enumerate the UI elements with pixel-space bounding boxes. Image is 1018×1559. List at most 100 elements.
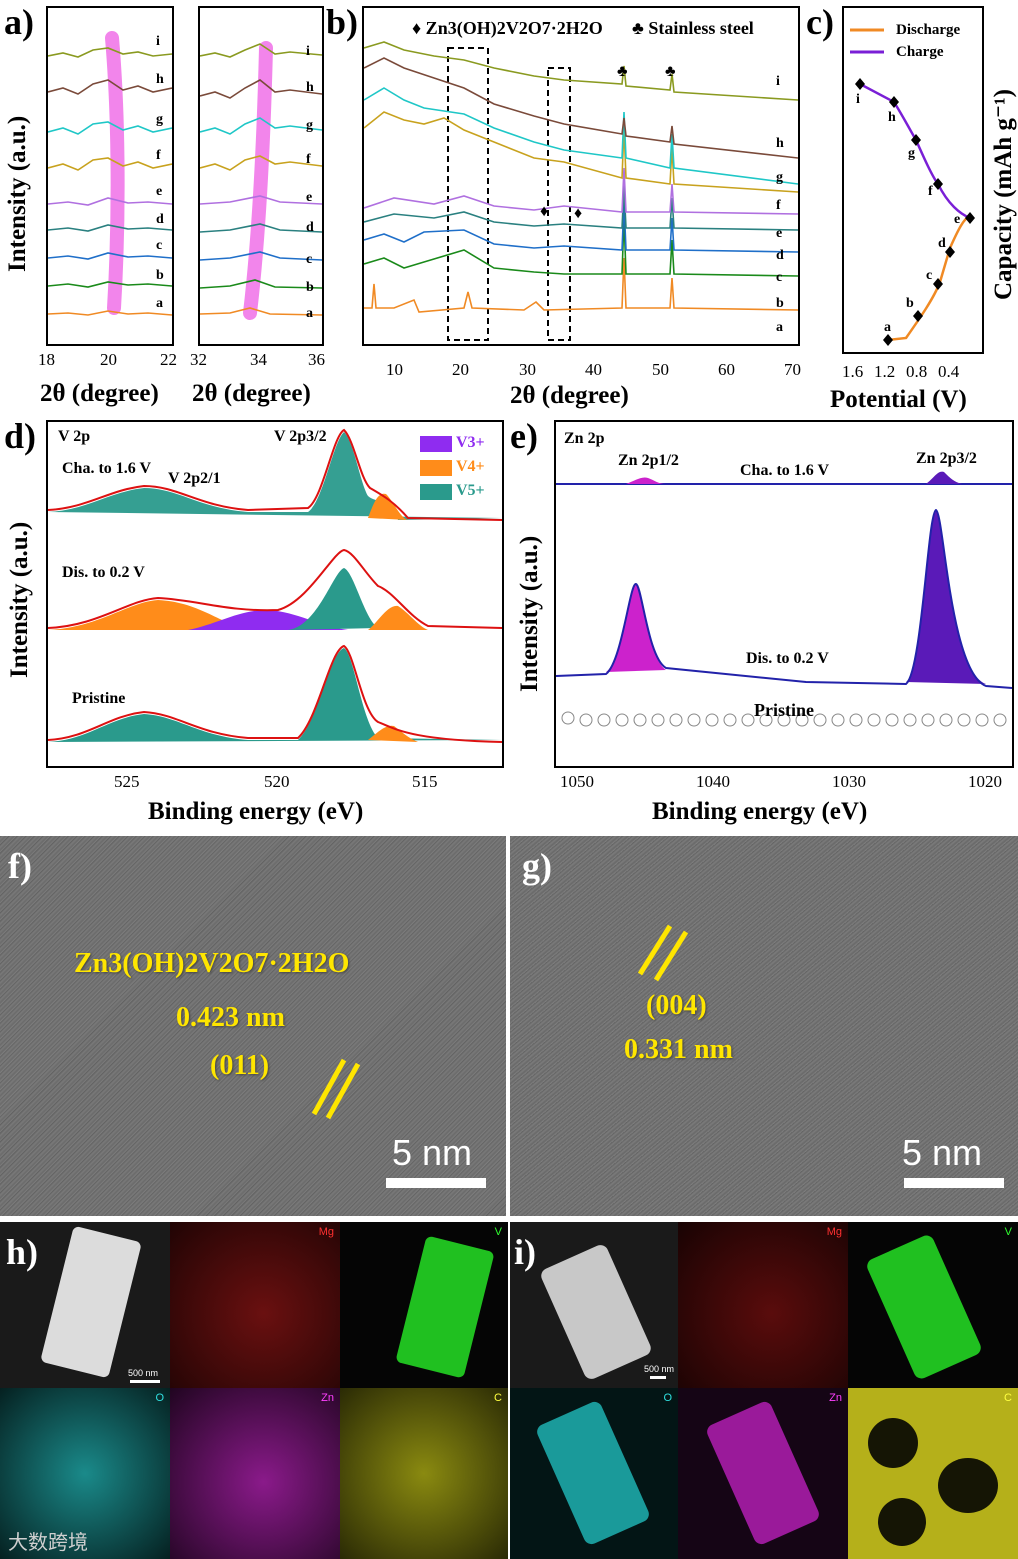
panel-a-plot2: i h g f e d c b a <box>198 6 324 346</box>
tick: 60 <box>718 360 735 379</box>
panel-e-peak2: Zn 2p3/2 <box>916 450 977 467</box>
panel-h-o-map: O <box>0 1388 170 1559</box>
curve-label-c: c <box>156 238 163 253</box>
curve-label-e: e <box>776 226 783 241</box>
legend-v5: V5+ <box>456 482 485 499</box>
tick: 0.4 <box>938 362 960 381</box>
watermark: 大数跨境 <box>8 1530 88 1554</box>
tick: 1020 <box>968 772 1002 791</box>
panel-a-label: a) <box>4 2 34 42</box>
panel-b-curves: ♦ ♦ ♣ ♣ <box>363 41 799 341</box>
point-label-a: a <box>884 320 891 335</box>
panel-c-label: c) <box>806 2 834 42</box>
panel-a-curves2 <box>199 41 323 320</box>
panel-e-plot: Zn 2p Zn 2p1/2 Zn 2p3/2 Cha. to 1.6 V Di… <box>554 420 1014 768</box>
panel-d-label: d) <box>4 416 37 456</box>
panel-e-title: Zn 2p <box>564 430 605 447</box>
panel-d-xtitle: Binding energy (eV) <box>148 798 364 825</box>
panel-f-tem-image: f) Zn3(OH)2V2O7·2H2O 0.423 nm (011) 5 nm <box>0 836 506 1216</box>
panel-g-fringe-marker <box>637 924 689 982</box>
curve-label-a: a <box>156 296 163 311</box>
panel-e-ytitle: Intensity (a.u.) <box>516 535 543 692</box>
tick: 1.2 <box>874 362 896 381</box>
panel-h-mg-map: Mg <box>170 1222 340 1388</box>
panel-h-scale-text: 500 nm <box>128 1368 159 1378</box>
tick: 30 <box>519 360 536 379</box>
panel-a-ytitle: Intensity (a.u.) <box>4 115 31 272</box>
panel-i-mg-label: Mg <box>826 1226 842 1238</box>
tick: 1040 <box>696 772 730 791</box>
panel-a-plot1: i h g f e d c b a <box>46 6 174 346</box>
panel-f-fringe-marker <box>311 1058 361 1120</box>
panel-f-label: f) <box>8 846 32 886</box>
tick: 22 <box>160 350 177 369</box>
panel-i-scale-bar <box>650 1376 666 1379</box>
curve-label-e: e <box>156 184 163 199</box>
panel-i-scale-text: 500 nm <box>644 1364 675 1374</box>
svg-text:♣: ♣ <box>665 63 676 80</box>
panel-d-spectra <box>47 428 503 743</box>
panel-f-spacing: 0.423 nm <box>176 1002 285 1033</box>
svg-text:♦: ♦ <box>574 205 582 222</box>
curve-label-g: g <box>156 112 163 127</box>
panel-g-label: g) <box>522 846 552 886</box>
panel-b-label: b) <box>326 2 359 42</box>
panel-c-xtitle: Potential (V) <box>830 386 967 413</box>
panel-e-xtitle: Binding energy (eV) <box>652 798 868 825</box>
curve-label-d: d <box>156 212 164 227</box>
panel-e-state-charged: Cha. to 1.6 V <box>740 462 830 479</box>
panel-f-compound: Zn3(OH)2V2O7·2H2O <box>74 948 350 979</box>
panel-d-plot: V 2p V 2p3/2 V 2p2/1 Cha. to 1.6 V Dis. … <box>46 420 504 768</box>
curve-label-b: b <box>156 268 164 283</box>
svg-text:♦: ♦ <box>540 203 548 220</box>
panel-e-peak1: Zn 2p1/2 <box>618 452 679 469</box>
tick: 18 <box>38 350 55 369</box>
panel-i-v-label: V <box>1004 1226 1012 1238</box>
panel-i-v-map: V <box>848 1222 1018 1388</box>
panel-i-zn-map: Zn <box>678 1388 848 1559</box>
point-label-f: f <box>928 184 933 199</box>
point-label-b: b <box>906 296 914 311</box>
curve-label-i: i <box>776 74 780 89</box>
panel-h-o-label: O <box>155 1392 164 1404</box>
panel-e-label: e) <box>510 416 538 456</box>
panel-i-label: i) <box>514 1232 536 1272</box>
panel-f-scale-bar <box>386 1178 486 1188</box>
panel-d-peak-main: V 2p3/2 <box>274 428 327 445</box>
legend-charge: Charge <box>896 44 944 60</box>
point-label-h: h <box>888 110 896 125</box>
curve-label-d: d <box>776 248 784 263</box>
panel-d-state-discharged: Dis. to 0.2 V <box>62 564 145 581</box>
curve-label-c: c <box>306 252 313 267</box>
tick: 20 <box>452 360 469 379</box>
tick: 1.6 <box>842 362 864 381</box>
point-label-i: i <box>856 92 860 107</box>
panel-g-spacing: 0.331 nm <box>624 1034 733 1065</box>
tick: 20 <box>100 350 117 369</box>
tick: 36 <box>308 350 325 369</box>
panel-b-xtitle: 2θ (degree) <box>510 382 629 409</box>
panel-c-plot: Discharge Charge a b c d e f g h i <box>842 6 984 354</box>
tick: 32 <box>190 350 207 369</box>
curve-label-a: a <box>776 320 783 335</box>
point-label-c: c <box>926 268 933 283</box>
curve-label-h: h <box>156 72 164 87</box>
legend-v4: V4+ <box>456 458 485 475</box>
panel-g-scale-bar <box>904 1178 1004 1188</box>
panel-h-mg-label: Mg <box>318 1226 334 1238</box>
curve-label-b: b <box>776 296 784 311</box>
panel-h-c-label: C <box>494 1392 502 1404</box>
panel-h-zn-label: Zn <box>321 1392 334 1404</box>
tick: 70 <box>784 360 801 379</box>
panel-a-xtitle1: 2θ (degree) <box>40 380 159 407</box>
curve-label-b: b <box>306 280 314 295</box>
panel-g-scale-text: 5 nm <box>902 1132 983 1173</box>
curve-label-f: f <box>306 152 311 167</box>
panel-i-zn-label: Zn <box>829 1392 842 1404</box>
curve-label-f: f <box>156 148 161 163</box>
curve-label-i: i <box>156 34 160 49</box>
panel-h-v-label: V <box>494 1226 502 1238</box>
panel-e-state-discharged: Dis. to 0.2 V <box>746 650 829 667</box>
tick: 1030 <box>832 772 866 791</box>
curve-label-d: d <box>306 220 314 235</box>
